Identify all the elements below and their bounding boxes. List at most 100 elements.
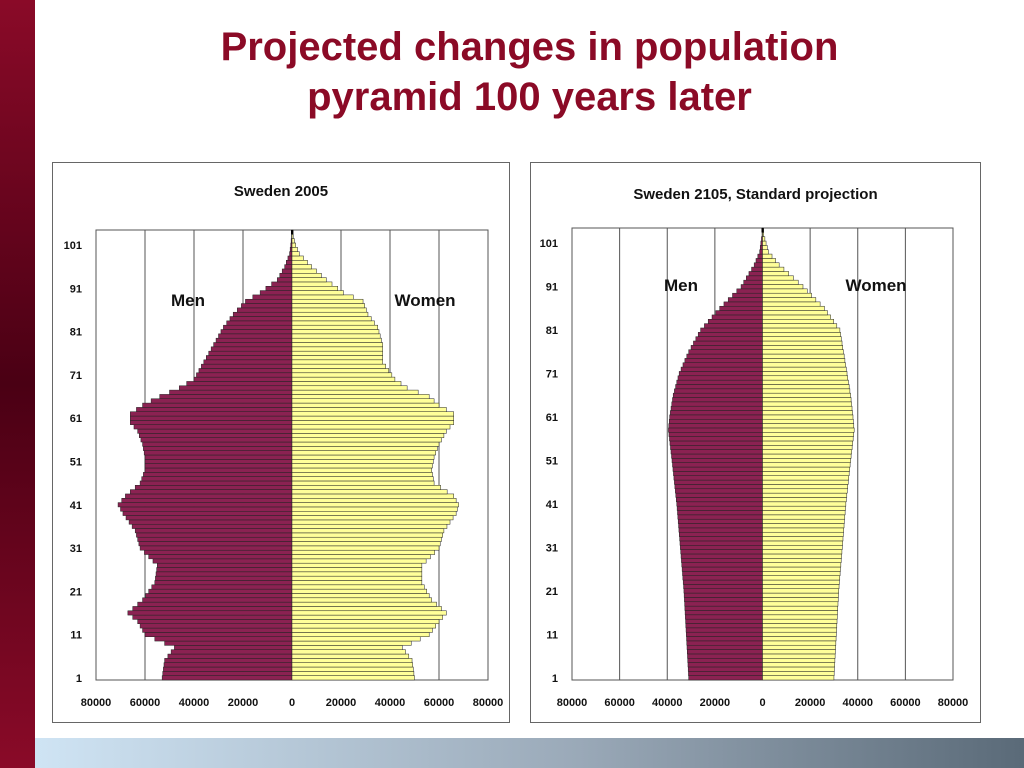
y-tick-label: 41 [546, 499, 558, 511]
bar-men [271, 281, 293, 287]
bar-men [144, 463, 293, 469]
chart-title: Sweden 2005 [234, 183, 328, 200]
bar-men [226, 320, 293, 326]
bar-men [736, 288, 763, 294]
bar-men [681, 566, 763, 572]
bar-women [762, 627, 837, 633]
bar-women [291, 623, 436, 629]
bar-women [762, 349, 844, 355]
bar-women [291, 372, 393, 378]
bar-women [291, 385, 408, 391]
bar-men [130, 411, 293, 417]
bar-men [148, 554, 293, 560]
y-tick-label: 51 [546, 456, 558, 468]
bar-women [291, 446, 438, 451]
bar-women [762, 253, 773, 259]
bar-men [690, 345, 763, 350]
bar-men [170, 649, 293, 655]
y-tick-label: 101 [540, 238, 558, 250]
bar-women [291, 298, 364, 304]
y-tick-label: 1 [552, 673, 558, 685]
bar-men [164, 640, 293, 646]
bar-women [762, 453, 852, 459]
y-tick-label: 31 [546, 542, 558, 554]
bar-women [291, 528, 445, 534]
bar-women [291, 653, 410, 659]
bar-men [279, 273, 293, 278]
bar-men [670, 445, 763, 450]
bar-women [291, 268, 317, 274]
bar-women [291, 337, 382, 343]
bar-women [291, 454, 435, 460]
bar-men [687, 653, 763, 659]
bar-men [672, 466, 763, 472]
bar-men [669, 440, 763, 446]
bar-men [679, 536, 763, 542]
bar-women [291, 363, 386, 369]
bar-men [755, 258, 763, 264]
bar-men [156, 567, 293, 573]
bar-women [291, 389, 419, 395]
bar-men [161, 675, 293, 681]
bar-men [198, 368, 293, 374]
bar-women [762, 640, 837, 646]
bar-women [762, 597, 839, 603]
bar-men [688, 671, 763, 676]
bar-men [139, 545, 293, 551]
bar-women [291, 433, 445, 438]
bar-women [762, 279, 799, 285]
chart-panel-sweden-2005: Sweden 2005 Men Women 1 11 21 31 41 51 61 71 81 91 10… [52, 162, 510, 723]
bar-women [762, 566, 841, 572]
bar-men [668, 423, 763, 429]
bar-men [684, 597, 763, 603]
bar-women [762, 492, 848, 498]
bar-women [291, 489, 448, 495]
y-tick-label: 91 [70, 283, 82, 295]
y-tick-label: 51 [70, 456, 82, 468]
bar-women [762, 392, 851, 398]
bar-men [685, 618, 763, 624]
x-tick-label: 80000 [81, 697, 112, 709]
bar-women [291, 437, 442, 443]
bar-men [152, 558, 293, 564]
bar-men [682, 571, 763, 576]
bar-women [291, 307, 367, 313]
bar-women [762, 666, 835, 672]
bar-women [762, 236, 766, 242]
bar-men [686, 353, 763, 359]
slide-title-line-1: Projected changes in population [220, 25, 839, 69]
bar-men [144, 549, 293, 555]
bar-men [206, 355, 293, 361]
bar-men [139, 623, 293, 629]
bar-women [291, 606, 442, 612]
bar-men [748, 271, 763, 277]
bar-men [284, 264, 293, 270]
bar-women [762, 440, 853, 446]
bar-men [141, 476, 293, 482]
bar-men [687, 658, 763, 663]
x-tick-label: 0 [759, 697, 765, 709]
x-tick-label: 40000 [652, 697, 683, 709]
bar-men [686, 631, 763, 637]
bar-men [132, 606, 293, 612]
x-tick-label: 40000 [179, 697, 210, 709]
bar-women [291, 324, 378, 330]
bar-men [232, 311, 293, 317]
bar-men [163, 666, 293, 672]
bar-women [762, 636, 837, 642]
bar-men [155, 575, 293, 581]
bar-men [144, 459, 293, 464]
y-tick-label: 61 [546, 412, 558, 424]
bar-women [762, 245, 768, 250]
bar-women [291, 411, 454, 417]
x-tick-label: 60000 [604, 697, 635, 709]
bar-men [676, 505, 763, 511]
bar-women [291, 588, 427, 594]
bar-men [130, 415, 293, 421]
bar-women [291, 571, 423, 577]
bar-women [291, 450, 436, 456]
bar-women [762, 545, 843, 550]
bar-women [762, 275, 794, 281]
pyramid-chart-2105: Sweden 2105, Standard projection Men Women… [530, 162, 981, 723]
bar-women [291, 610, 447, 616]
